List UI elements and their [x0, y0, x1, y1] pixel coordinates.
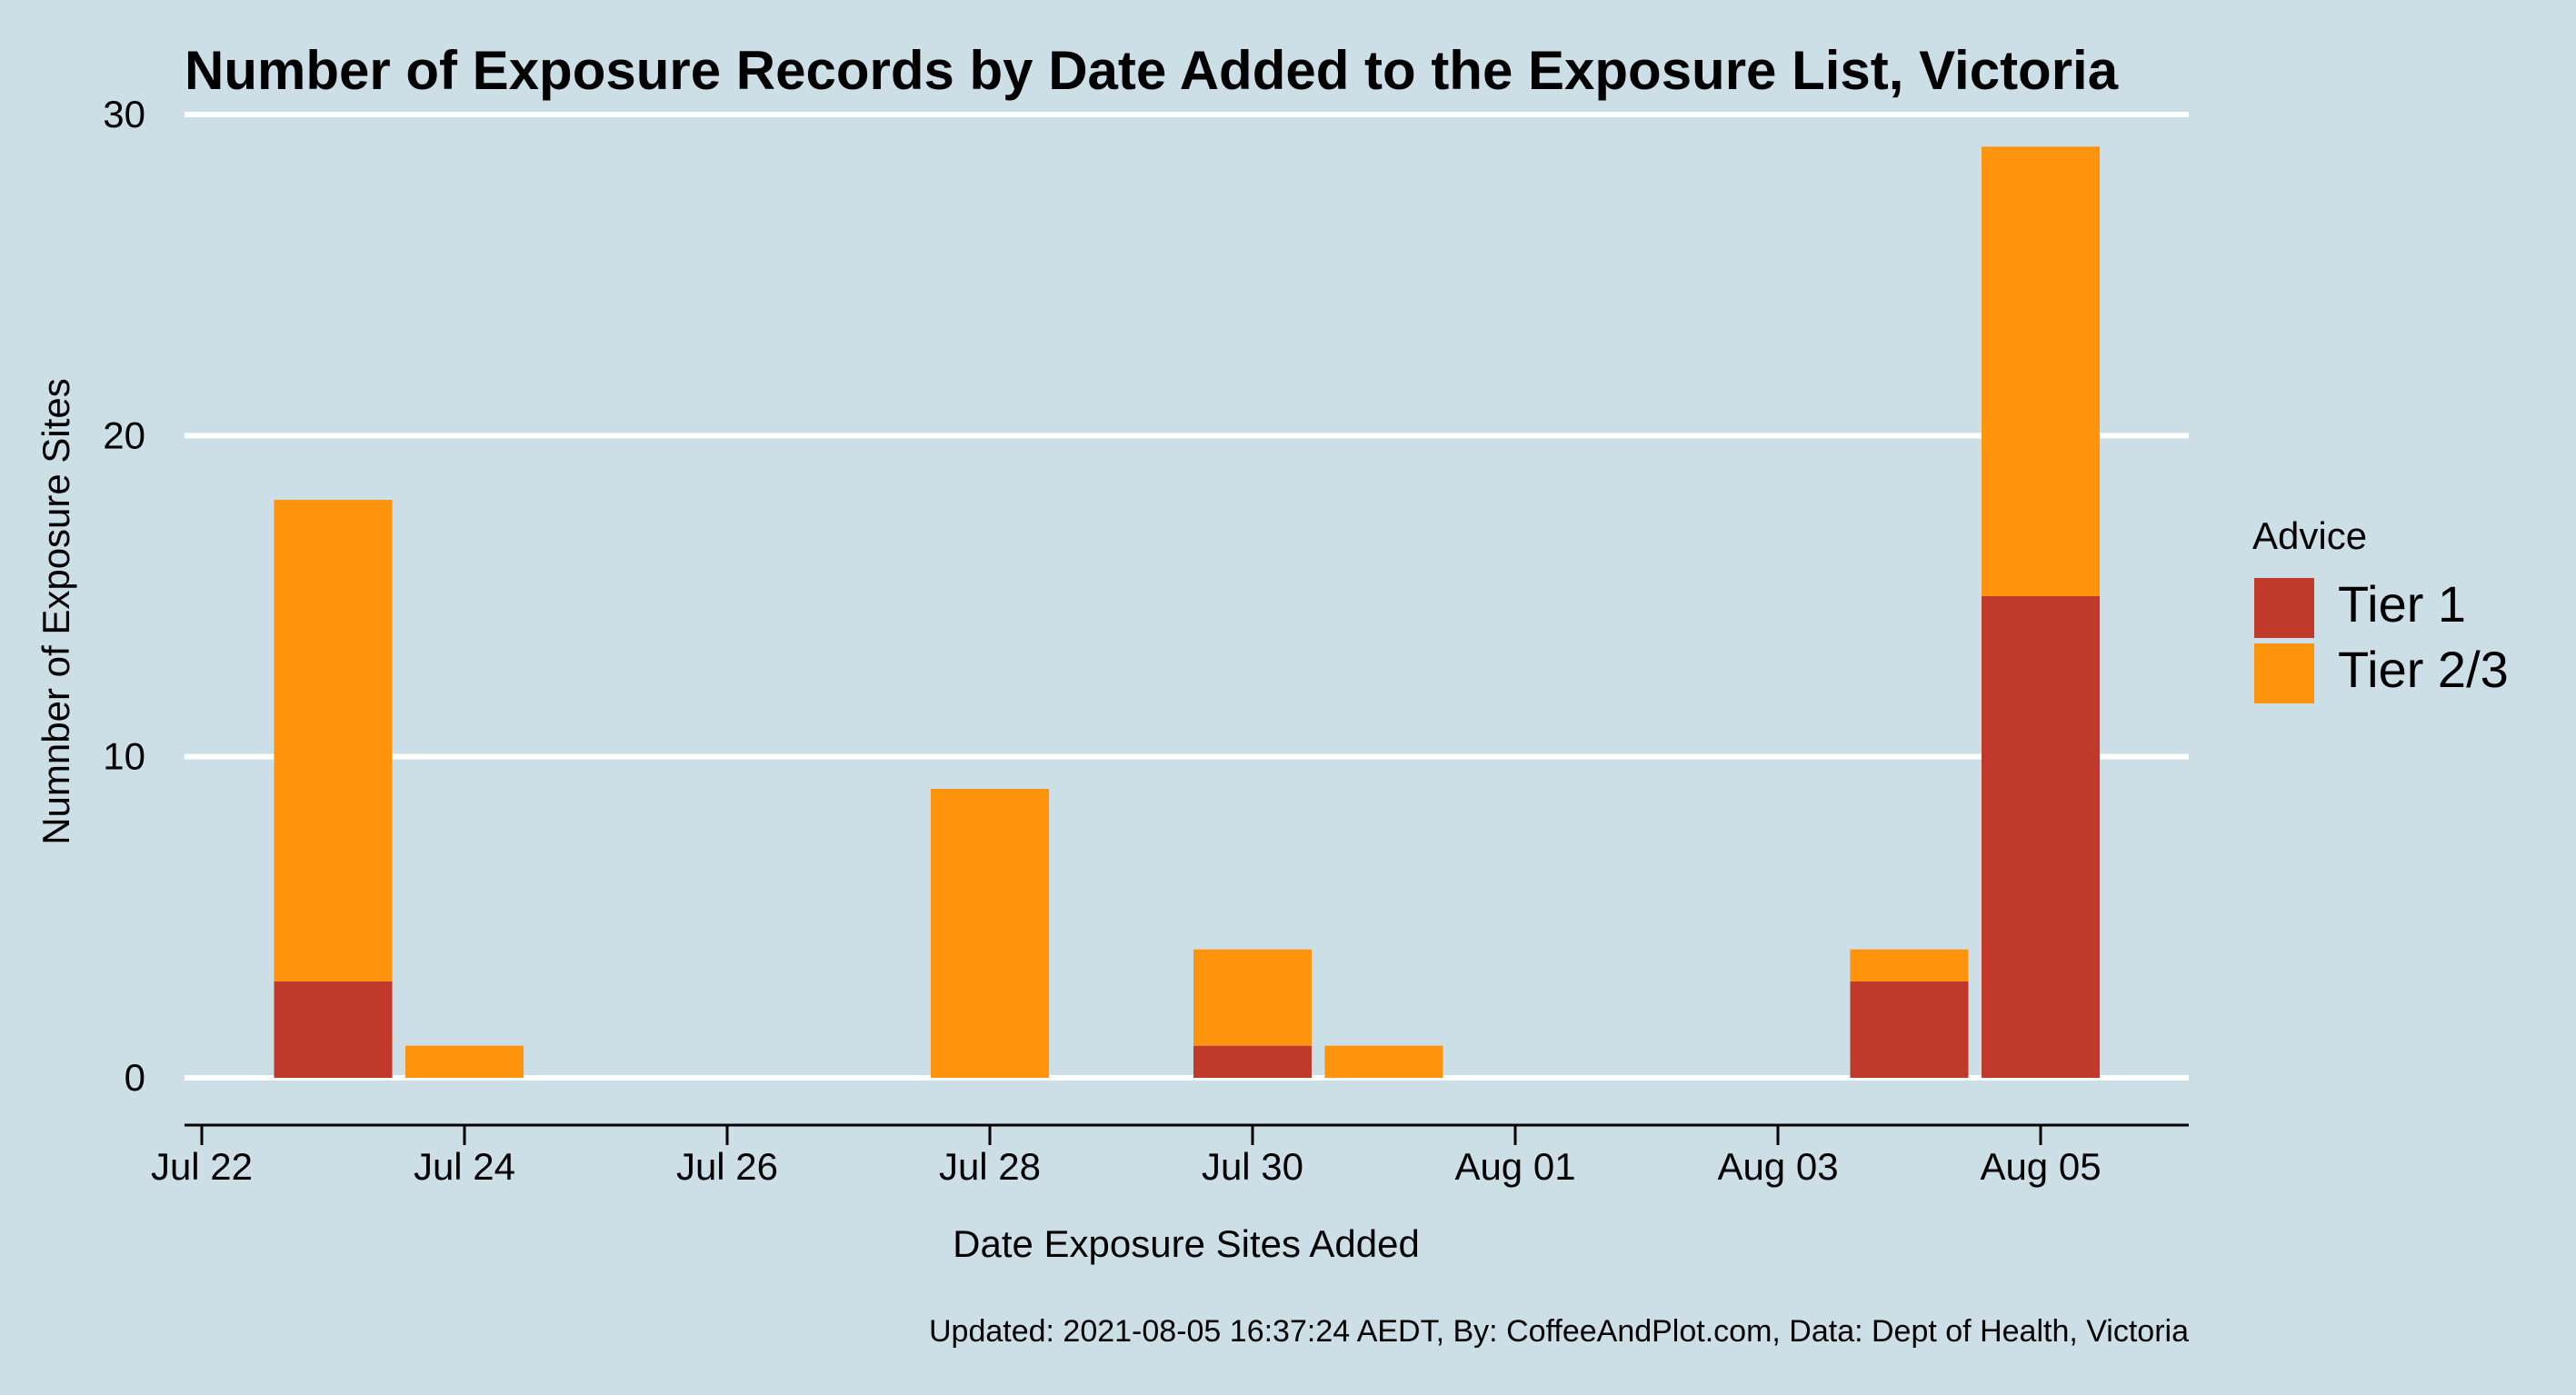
x-tick-label-2021-08-03: Aug 03	[1717, 1145, 1838, 1188]
bar-2021-07-30-tier-1	[1193, 1045, 1313, 1078]
x-axis-label: Date Exposure Sites Added	[953, 1222, 1420, 1265]
legend-swatch-tier-2-3	[2254, 643, 2314, 703]
bar-2021-08-05-tier-2-3	[1981, 146, 2101, 597]
x-tick-label-2021-07-28: Jul 28	[939, 1145, 1041, 1188]
x-tick-label-2021-08-05: Aug 05	[1980, 1145, 2101, 1188]
y-tick-label-30: 30	[103, 93, 145, 135]
bar-2021-07-31-tier-2-3	[1324, 1045, 1443, 1078]
legend-label-tier-2-3: Tier 2/3	[2338, 641, 2509, 698]
x-tick-label-2021-08-01: Aug 01	[1454, 1145, 1575, 1188]
legend-title: Advice	[2252, 514, 2367, 557]
bar-2021-08-04-tier-2-3	[1850, 949, 1969, 981]
x-tick-label-2021-07-26: Jul 26	[676, 1145, 778, 1188]
bar-2021-07-23-tier-2-3	[274, 500, 393, 981]
y-axis-label: Numnber of Exposure Sites	[35, 378, 77, 845]
y-tick-label-0: 0	[125, 1056, 145, 1099]
bar-2021-08-04-tier-1	[1850, 981, 1969, 1078]
y-tick-label-10: 10	[103, 735, 145, 778]
x-axis-ticks: Jul 22 Jul 24 Jul 26 Jul 28 Jul 30 Aug 01 Aug …	[151, 1125, 2102, 1188]
x-tick-label-2021-07-24: Jul 24	[414, 1145, 515, 1188]
caption: Updated: 2021-08-05 16:37:24 AEDT, By: C…	[929, 1314, 2189, 1349]
legend-swatch-tier-1	[2254, 578, 2314, 638]
y-axis-tick-labels: 0 10 20 30	[103, 93, 145, 1099]
y-tick-label-20: 20	[103, 414, 145, 456]
legend-items: Tier 1 Tier 2/3	[2254, 575, 2509, 703]
x-tick-label-2021-07-30: Jul 30	[1202, 1145, 1303, 1188]
x-tick-label-2021-07-22: Jul 22	[151, 1145, 253, 1188]
bar-2021-07-28-tier-2-3	[930, 789, 1050, 1078]
bar-2021-08-05-tier-1	[1981, 596, 2101, 1078]
legend-label-tier-1: Tier 1	[2338, 575, 2466, 633]
bar-2021-07-24-tier-2-3	[404, 1045, 524, 1078]
bar-2021-07-23-tier-1	[274, 981, 393, 1078]
legend: Advice Tier 1 Tier 2/3	[2252, 514, 2509, 703]
bar-2021-07-30-tier-2-3	[1193, 949, 1313, 1046]
chart-title: Number of Exposure Records by Date Added…	[185, 40, 2119, 101]
bars	[274, 146, 2101, 1078]
